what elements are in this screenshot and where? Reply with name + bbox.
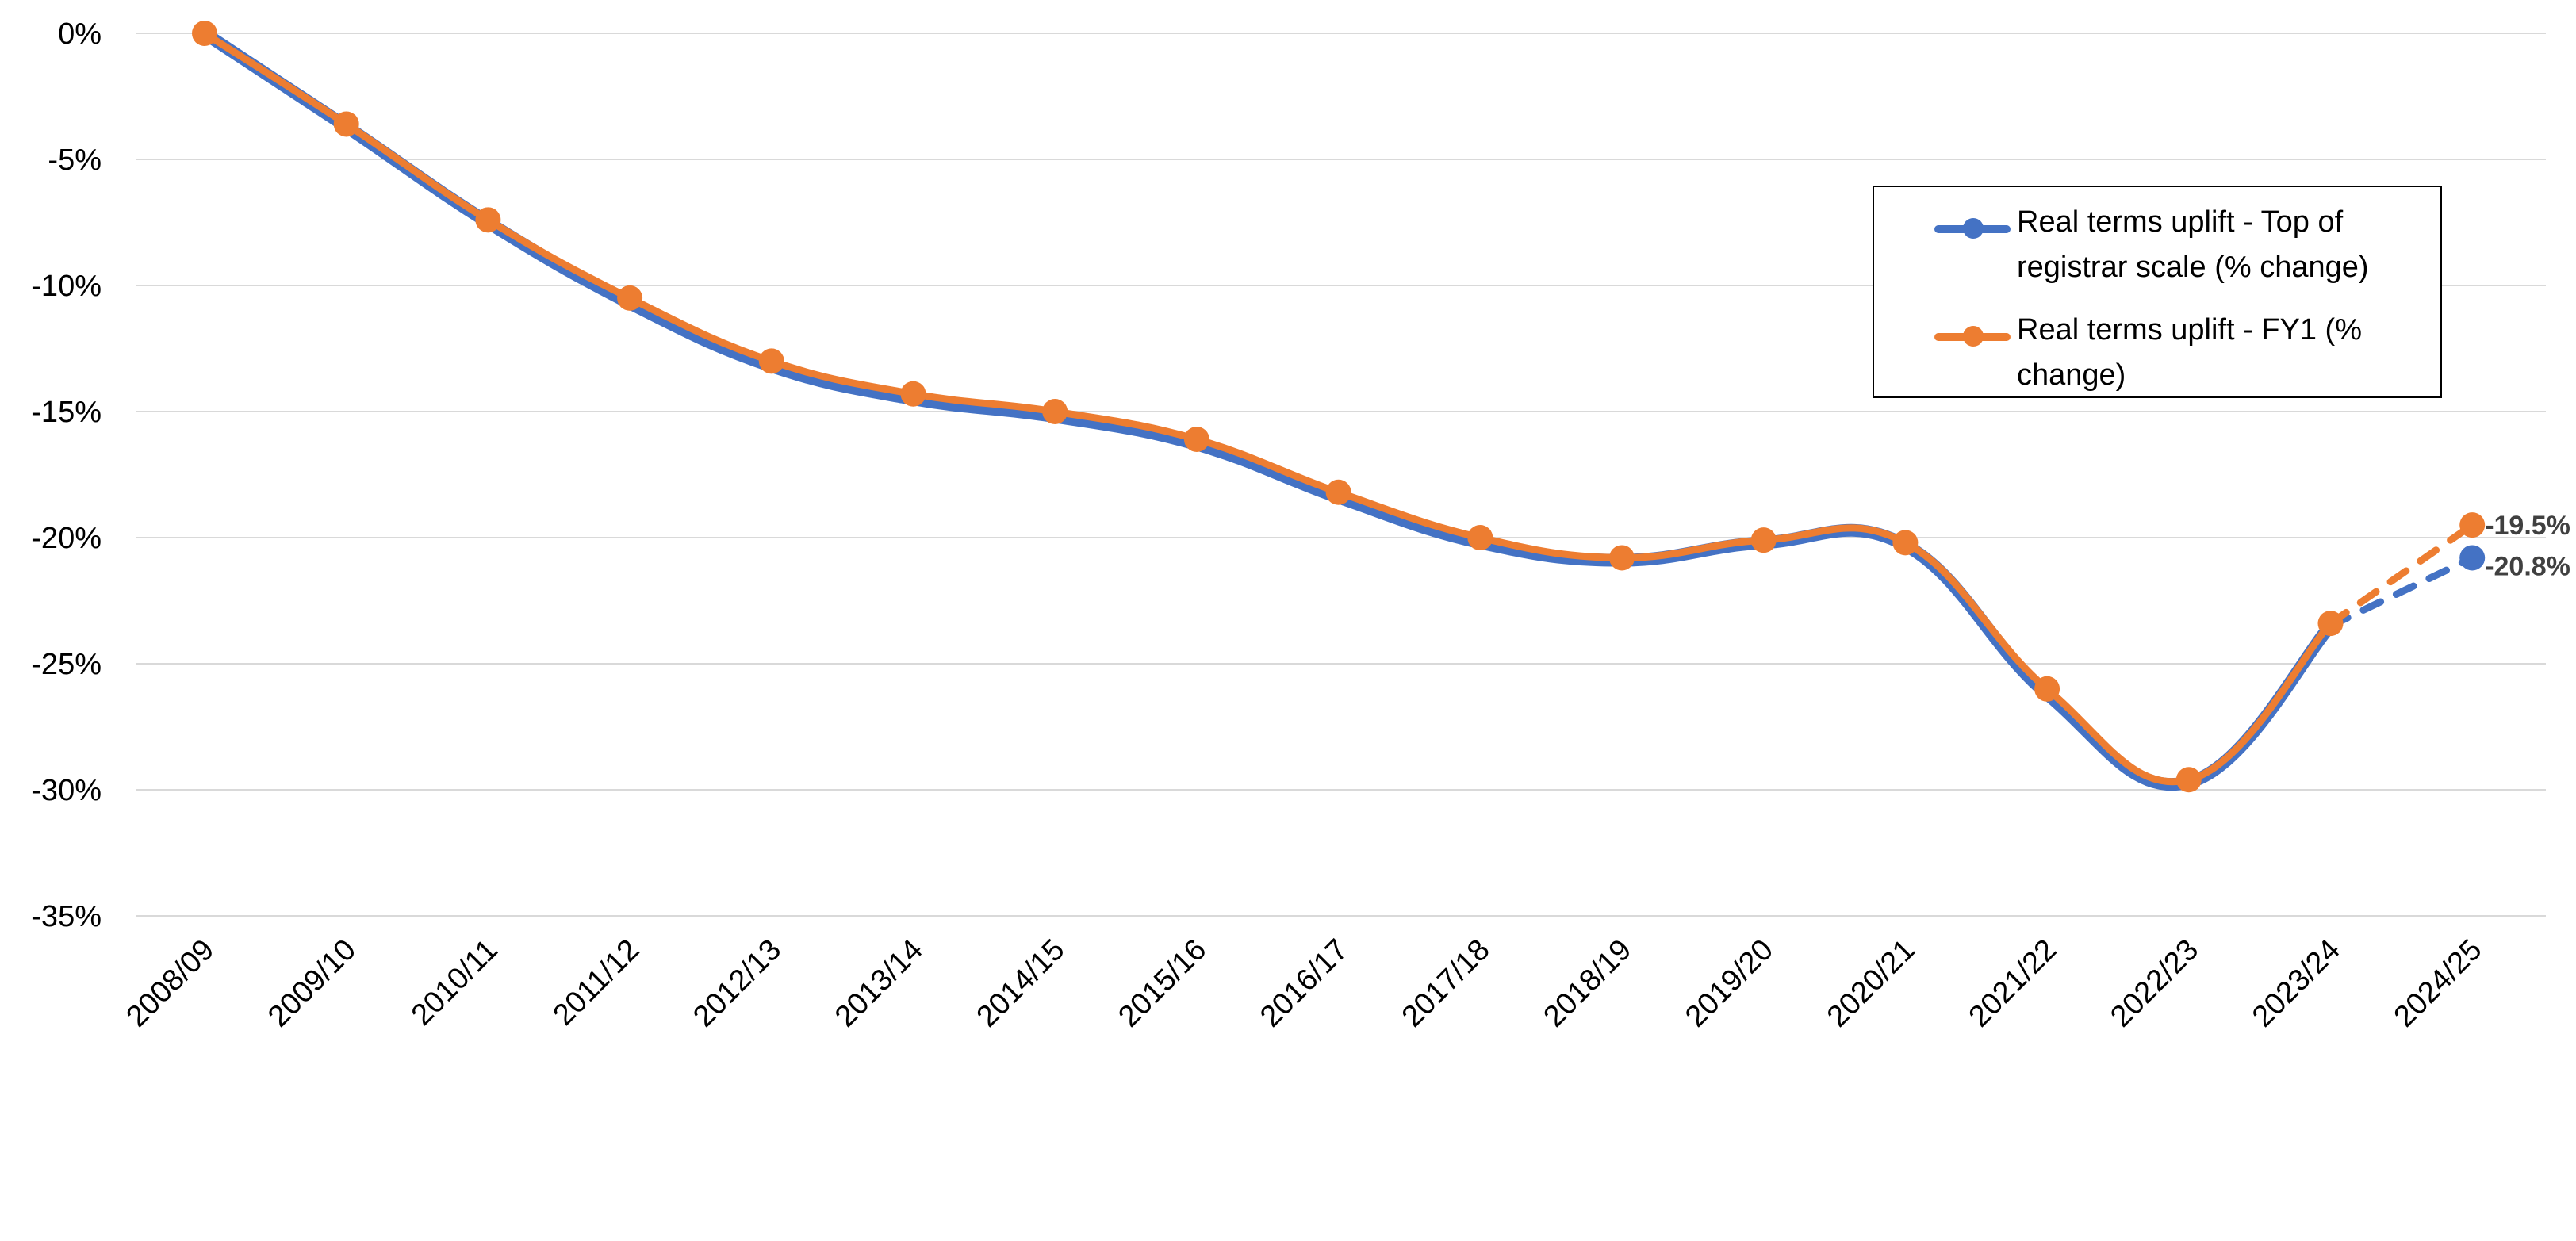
x-tick-label: 2008/09 (121, 933, 221, 1034)
y-tick-label: -10% (31, 270, 102, 303)
data-point (475, 207, 501, 233)
y-tick-label: 0% (58, 17, 102, 51)
x-tick-label: 2015/16 (1112, 933, 1213, 1034)
series-projection-0 (2327, 553, 2476, 630)
x-axis-tick-labels: 2008/09 2009/10 2010/11 2011/12 2012/13 2013/… (121, 933, 2489, 1034)
y-tick-label: -15% (31, 396, 102, 429)
data-label: -19.5% (2485, 511, 2570, 541)
data-label: -20.8% (2485, 551, 2570, 581)
x-tick-label: 2012/13 (687, 933, 788, 1034)
data-point (1325, 479, 1351, 505)
x-tick-label: 2019/20 (1679, 933, 1780, 1034)
data-point (192, 21, 217, 46)
data-point (2459, 512, 2486, 538)
data-point (617, 285, 643, 311)
gridlines (136, 33, 2546, 917)
data-labels: -20.8% -19.5% (2485, 511, 2570, 581)
x-tick-label: 2021/22 (1963, 933, 2064, 1034)
y-tick-label: -30% (31, 774, 102, 807)
data-point (758, 348, 784, 374)
legend-label-top-of-registrar: Real terms uplift - Top of registrar sca… (2017, 205, 2369, 284)
x-tick-label: 2020/21 (1821, 933, 1922, 1034)
y-tick-label: -5% (48, 144, 102, 177)
series-markers (192, 21, 2486, 793)
x-tick-label: 2013/14 (829, 933, 930, 1034)
legend: Real terms uplift - Top of registrar sca… (1873, 186, 2442, 398)
x-tick-label: 2018/19 (1538, 933, 1639, 1034)
data-point (1750, 527, 1777, 553)
data-point (1609, 545, 1635, 571)
data-point (1467, 525, 1493, 550)
data-point (1042, 399, 1068, 424)
legend-marker-icon (1963, 218, 1984, 239)
legend-marker-icon (1963, 326, 1984, 347)
y-tick-label: -35% (31, 900, 102, 933)
legend-swatch-orange (1934, 326, 2011, 347)
data-point (2317, 611, 2344, 637)
data-point (2175, 767, 2202, 793)
x-tick-label: 2023/24 (2246, 933, 2347, 1034)
x-tick-label: 2017/18 (1396, 933, 1497, 1034)
series-line-1 (201, 29, 2334, 786)
data-point (1183, 426, 1209, 452)
legend-entry-top-of-registrar: Real terms uplift - Top of registrar sca… (1874, 195, 2440, 290)
data-point (2034, 676, 2060, 702)
x-tick-label: 2014/15 (971, 933, 1071, 1034)
legend-entry-fy1: Real terms uplift - FY1 (% change) (1874, 303, 2440, 398)
legend-swatch-blue (1934, 218, 2011, 239)
x-tick-label: 2010/11 (405, 933, 504, 1032)
x-tick-label: 2016/17 (1254, 933, 1355, 1034)
legend-label-fy1: Real terms uplift - FY1 (% change) (2017, 313, 2362, 392)
y-tick-label: -25% (31, 648, 102, 681)
series-lines (198, 27, 2476, 791)
series-projection-1 (2327, 521, 2476, 627)
x-tick-label: 2022/23 (2104, 933, 2205, 1034)
series-line-0 (198, 27, 2337, 791)
x-tick-label: 2011/12 (547, 933, 646, 1032)
x-tick-label: 2009/10 (262, 933, 362, 1034)
y-axis-tick-labels: 0% -5% -10% -15% -20% -25% -30% -35% (31, 17, 102, 933)
data-point (900, 381, 926, 407)
y-tick-label: -20% (31, 522, 102, 555)
x-tick-label: 2024/25 (2388, 933, 2489, 1034)
data-point (1892, 530, 1919, 556)
data-point (2459, 545, 2486, 571)
data-point (333, 111, 359, 137)
